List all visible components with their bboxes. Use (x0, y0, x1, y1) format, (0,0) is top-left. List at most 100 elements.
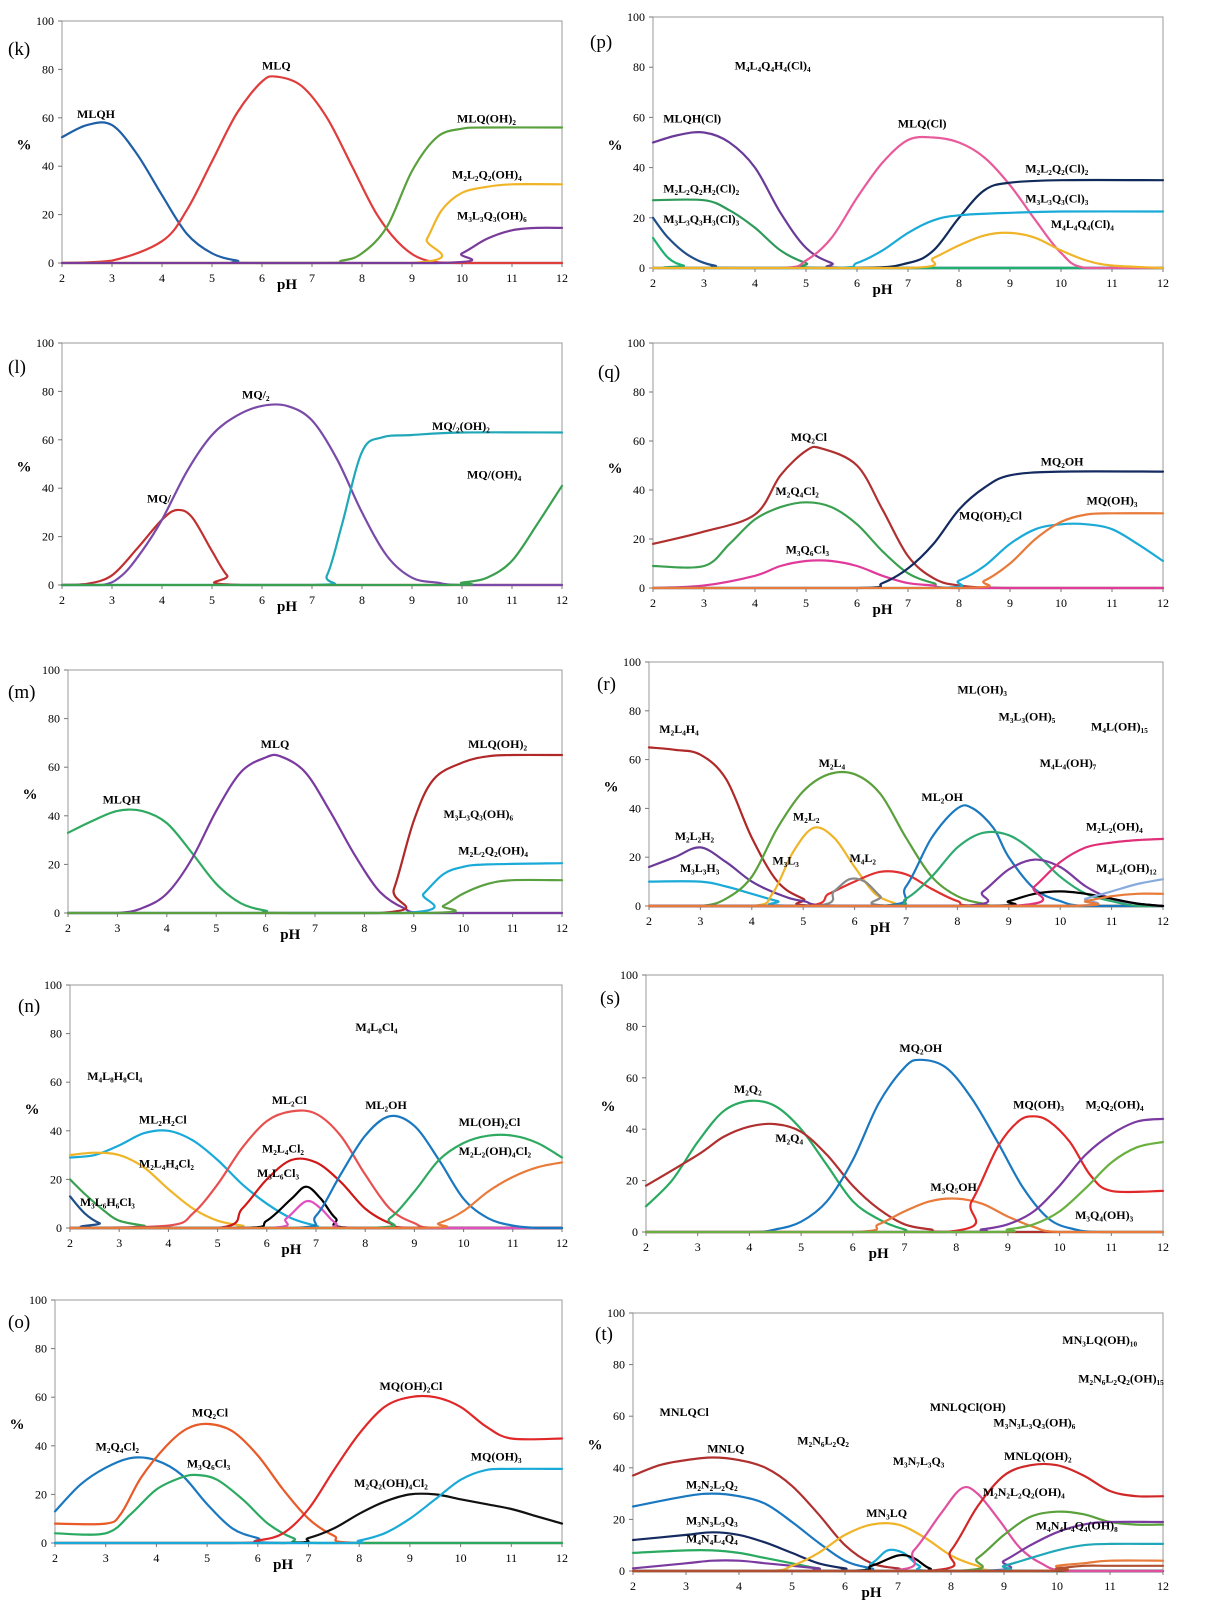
x-axis-label: pH (872, 282, 892, 298)
y-tick-label: 40 (629, 801, 641, 815)
species-label: M₃N₇L₃Q₃ (893, 1454, 945, 1468)
x-tick-label: 4 (165, 1236, 171, 1250)
y-tick-label: 20 (613, 1512, 625, 1526)
x-tick-label: 6 (259, 271, 265, 285)
species-label: M₂L₂Q₂(OH)₄ (452, 167, 522, 181)
x-tick-label: 5 (209, 271, 215, 285)
species-label: M₃L₃Q₃(OH)₆ (443, 807, 513, 821)
panel-label: (o) (8, 1312, 30, 1333)
panel-label: (n) (18, 996, 40, 1017)
x-tick-label: 5 (800, 914, 806, 928)
y-tick-label: 60 (629, 753, 641, 767)
series-line-ML2Cl (68, 1109, 564, 1230)
species-label: M₃Q₅OH (930, 1180, 977, 1194)
x-tick-label: 11 (506, 593, 518, 607)
x-tick-label: 8 (954, 914, 960, 928)
x-tick-label: 5 (204, 1551, 210, 1565)
species-label: M₃L₃(OH)₅ (999, 710, 1056, 724)
species-label: M₂L₂Q₂(OH)₄ (458, 844, 528, 858)
x-tick-label: 9 (1006, 914, 1012, 928)
x-tick-label: 3 (116, 1236, 122, 1250)
x-tick-label: 3 (697, 914, 703, 928)
x-axis-label: pH (872, 602, 892, 618)
species-label: M₂N₆L₂Q₂(OH)₁₅ (1078, 1372, 1164, 1386)
species-label: MNLQ (707, 1441, 744, 1455)
y-tick-label: 100 (620, 968, 638, 982)
y-tick-label: 80 (613, 1358, 625, 1372)
x-tick-label: 6 (850, 1240, 856, 1254)
species-label: M₄N₄L₄Q₄ (686, 1532, 738, 1546)
x-tick-label: 11 (506, 1551, 518, 1565)
species-label: ML₂OH (365, 1098, 407, 1112)
species-label: M₃L₃Q₃(Cl)₃ (1025, 192, 1088, 206)
x-tick-label: 11 (1106, 276, 1118, 290)
species-label: MLQ(Cl) (898, 116, 947, 130)
series-line-MQ/2(OH)2 (60, 431, 564, 587)
x-tick-label: 10 (456, 593, 468, 607)
x-tick-label: 2 (643, 1240, 649, 1254)
x-tick-label: 12 (1157, 276, 1169, 290)
species-label: M₂Q₄Cl₂ (775, 484, 819, 498)
y-tick-label: 60 (633, 434, 645, 448)
y-tick-label: 60 (633, 110, 645, 124)
species-label: M₄L₈H₈Cl₄ (87, 1069, 142, 1083)
x-tick-label: 12 (1157, 1579, 1169, 1593)
x-tick-label: 12 (556, 921, 568, 935)
x-tick-label: 7 (313, 1236, 319, 1250)
x-tick-label: 7 (309, 271, 315, 285)
species-label: M₂Q₄Cl₂ (96, 1440, 140, 1454)
y-tick-label: 100 (627, 10, 645, 24)
y-tick-label: 0 (632, 1225, 638, 1239)
species-label: ML₂Cl (272, 1093, 308, 1107)
x-tick-label: 3 (701, 596, 707, 610)
x-tick-label: 6 (854, 596, 860, 610)
y-axis-label: % (604, 779, 619, 795)
y-tick-label: 20 (629, 850, 641, 864)
x-tick-label: 2 (52, 1551, 58, 1565)
species-label: M₃L₆Cl₃ (257, 1166, 300, 1180)
x-tick-label: 10 (458, 1236, 470, 1250)
x-tick-label: 9 (407, 1551, 413, 1565)
series-line-MLQ(Cl) (651, 135, 1165, 270)
x-tick-label: 10 (1051, 1579, 1063, 1593)
species-label: MNLQCl(OH) (930, 1400, 1006, 1414)
species-label: M₂L₄Cl₂ (262, 1142, 305, 1156)
series-line-MQ2OH (644, 1058, 1165, 1234)
y-tick-label: 100 (607, 1306, 625, 1320)
y-tick-label: 20 (633, 211, 645, 225)
plot-frame (67, 669, 563, 914)
x-tick-label: 6 (852, 914, 858, 928)
x-tick-label: 4 (752, 276, 758, 290)
x-tick-label: 9 (409, 271, 415, 285)
chart-panel-8: 0 20 40 60 80 100 2 3 4 5 6 7 8 9 10 11 12% pH (o) M₂Q₄Cl₂ M… (8, 1293, 568, 1573)
species-label: M₄L₄Q₄(Cl)₄ (1051, 217, 1114, 231)
species-label: M₃Q₄(OH)₃ (1075, 1208, 1134, 1222)
x-tick-label: 6 (842, 1579, 848, 1593)
x-axis-label: pH (281, 1242, 301, 1258)
species-label: MLQH(Cl) (663, 111, 721, 125)
y-tick-label: 60 (50, 1075, 62, 1089)
species-label: M₃Q₆Cl₃ (187, 1457, 231, 1471)
series-line-MN3LQ (631, 1522, 1165, 1573)
series-line-MQ(OH)2Cl (53, 1394, 564, 1545)
y-axis-label: % (17, 137, 32, 153)
y-axis-label: % (601, 1099, 616, 1115)
species-label: MLQ (262, 58, 291, 72)
x-tick-label: 3 (695, 1240, 701, 1254)
species-label: M₃L₃Q₃H₃(Cl)₃ (663, 212, 739, 226)
x-tick-label: 11 (1106, 914, 1118, 928)
x-tick-label: 8 (956, 276, 962, 290)
species-label: MLQH (103, 793, 142, 807)
species-label: MNLQ(OH)₂ (1004, 1449, 1072, 1463)
y-tick-label: 20 (50, 1172, 62, 1186)
chart-panel-5: 0 20 40 60 80 100 2 3 4 5 6 7 8 9 10 11 12% pH (r) M₂L₄H₄ M₂… (597, 655, 1169, 936)
plot-frame (54, 1299, 563, 1544)
species-label: MNLQCl (660, 1405, 710, 1419)
species-label: MQ₂OH (899, 1041, 943, 1055)
species-label: MQ₂Cl (791, 430, 828, 444)
x-tick-label: 2 (59, 593, 65, 607)
x-tick-label: 7 (903, 914, 909, 928)
x-tick-label: 3 (701, 276, 707, 290)
y-tick-label: 100 (36, 336, 54, 350)
chart-panel-0: 0 20 40 60 80 100 2 3 4 5 6 7 8 9 10 11 12% pH (k) MLQH MLQ M… (8, 14, 568, 293)
